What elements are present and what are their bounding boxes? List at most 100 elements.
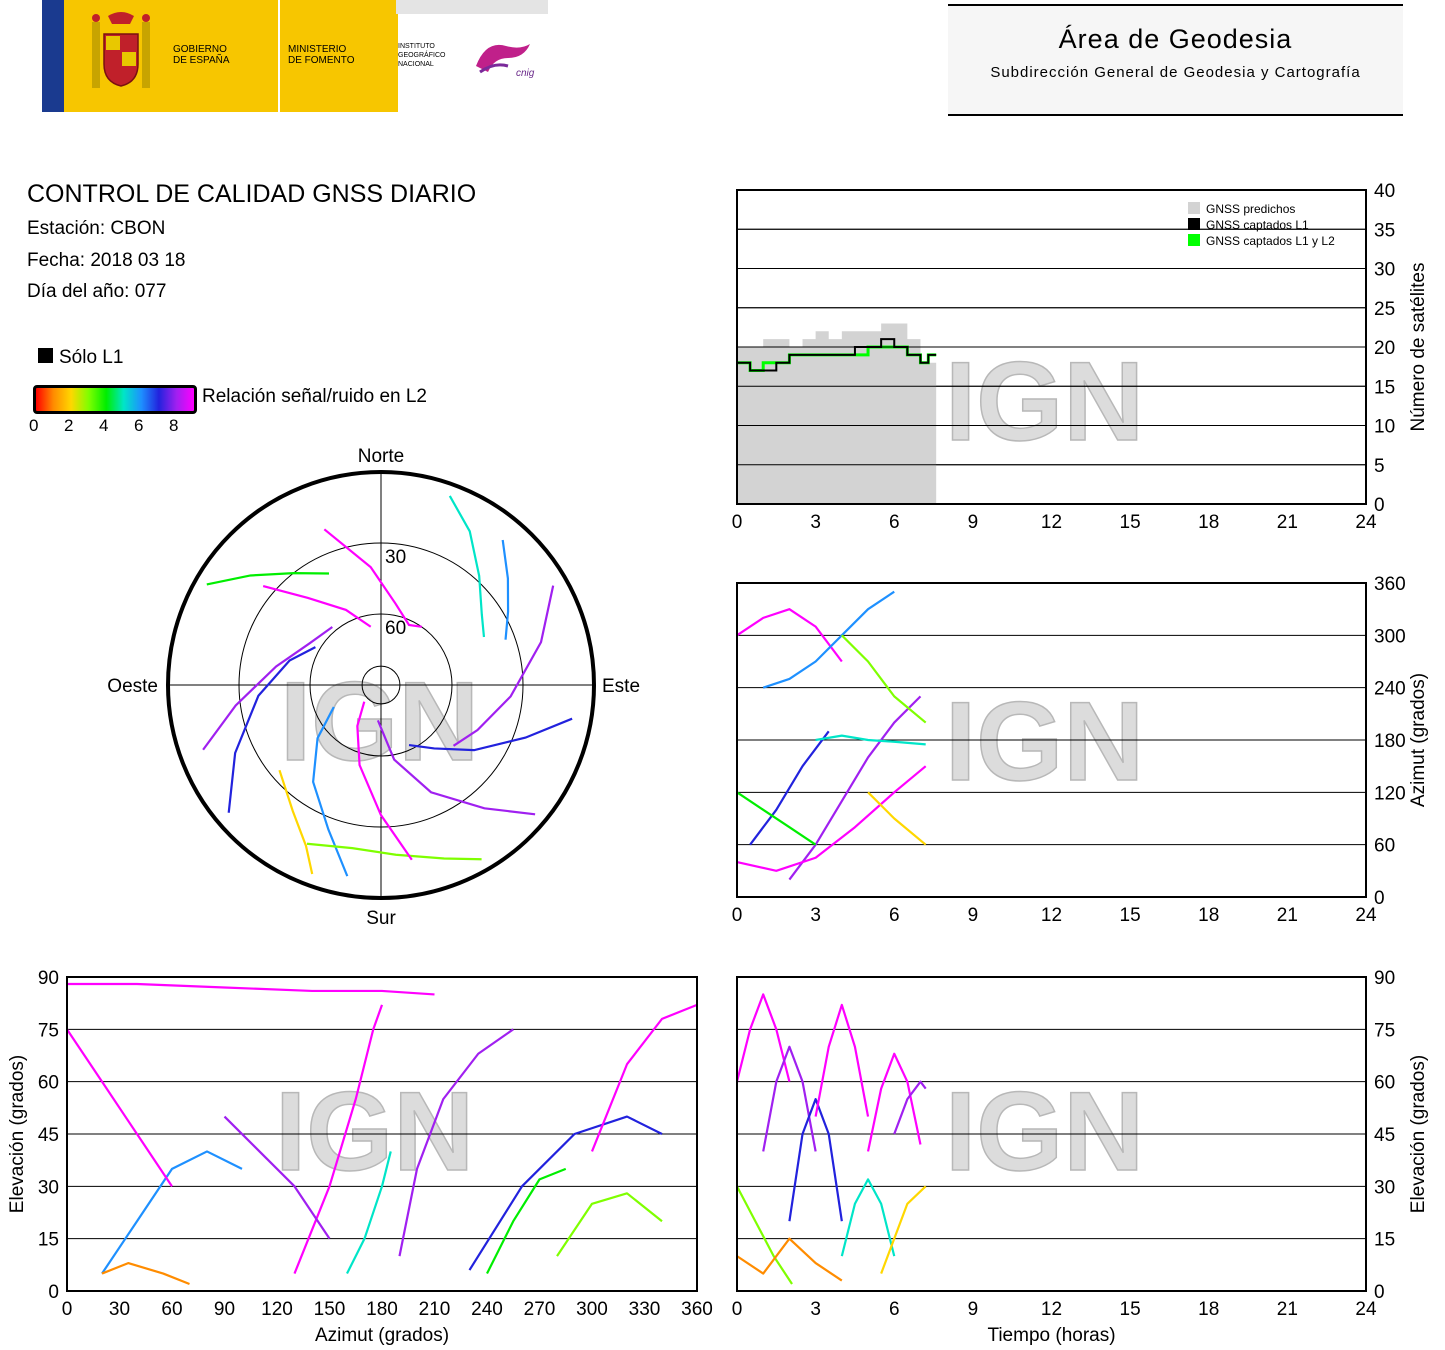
solo-l1-label: Sólo L1: [59, 347, 124, 368]
date-label: Fecha: 2018 03 18: [27, 250, 186, 271]
satellite-track: [736, 1185, 793, 1285]
y-tick-label: 40: [1374, 181, 1395, 202]
satellite-track: [841, 634, 927, 724]
satellite-track: [398, 1028, 514, 1257]
watermark-text: IGN: [945, 679, 1144, 804]
east-label: Este: [602, 676, 640, 697]
satellite-track: [736, 1237, 843, 1282]
y-tick-label: 120: [1374, 783, 1406, 804]
satellite-track: [486, 1167, 567, 1275]
satellite-track: [408, 717, 573, 752]
satellite-track: [312, 706, 349, 877]
plot-frame: [736, 189, 1367, 505]
y-tick-label: 60: [1374, 836, 1395, 857]
y-axis-label: Elevación (grados): [7, 1055, 28, 1213]
satellite-track: [293, 1004, 384, 1274]
x-tick-label: 15: [1120, 905, 1141, 926]
x-tick-label: 0: [732, 512, 743, 533]
elevation-ring: [361, 665, 401, 705]
y-tick-label: 25: [1374, 299, 1395, 320]
snr-tick: 2: [64, 416, 74, 435]
legend-swatch: [1188, 218, 1200, 230]
elevation-time-chart: IGN 0 15 30 45 60 75 90 0 3 6 9 12 15 18 21 24 Tiempo (ho…: [732, 968, 1429, 1346]
ign-top-band: [396, 0, 548, 14]
x-tick-label: 6: [889, 1299, 900, 1320]
satellite-track: [735, 993, 791, 1082]
satellite-track: [501, 539, 510, 640]
y-axis-label: Número de satélites: [1408, 263, 1429, 432]
y-tick-label: 75: [1374, 1020, 1395, 1041]
south-label: Sur: [366, 908, 396, 929]
x-tick-label: 12: [1041, 1299, 1062, 1320]
solo-l1-swatch: [38, 348, 53, 363]
header-logos: GOBIERNO DE ESPAÑA MINISTERIO DE FOMENTO…: [42, 0, 548, 112]
x-tick-label: 0: [732, 1299, 743, 1320]
x-tick-label: 30: [109, 1299, 130, 1320]
y-axis-label: Azimut (grados): [1408, 673, 1429, 807]
y-tick-label: 60: [38, 1073, 59, 1094]
y-tick-label: 30: [1374, 1177, 1395, 1198]
satellite-track: [468, 1115, 663, 1271]
x-tick-label: 3: [810, 512, 821, 533]
satellite-track: [749, 730, 830, 846]
satellite-track: [101, 1150, 243, 1275]
y-tick-label: 60: [1374, 1073, 1395, 1094]
satellite-track: [788, 695, 922, 881]
satellite-track: [814, 1003, 870, 1117]
x-tick-label: 9: [968, 905, 979, 926]
x-tick-label: 60: [161, 1299, 182, 1320]
y-axis-label: Elevación (grados): [1408, 1055, 1429, 1213]
x-tick-label: 12: [1041, 512, 1062, 533]
legend-label: GNSS captados L1: [1206, 218, 1309, 232]
ign-text: INSTITUTO GEOGRÁFICO NACIONAL: [398, 43, 446, 68]
ring-60-label: 60: [385, 618, 406, 639]
x-tick-label: 3: [810, 905, 821, 926]
y-tick-label: 10: [1374, 417, 1395, 438]
y-tick-label: 45: [38, 1125, 59, 1146]
x-tick-label: 180: [366, 1299, 398, 1320]
x-tick-label: 9: [968, 1299, 979, 1320]
satellite-track: [66, 1028, 173, 1187]
area-title: Área de Geodesia: [1058, 24, 1293, 54]
satellite-track: [893, 1080, 927, 1135]
plot-frame: [736, 582, 1367, 898]
y-tick-label: 15: [1374, 1230, 1395, 1251]
gobierno-text: GOBIERNO DE ESPAÑA: [173, 44, 230, 66]
ring-30-label: 30: [385, 547, 406, 568]
satellite-track: [278, 769, 314, 875]
satellite-track: [590, 1003, 698, 1152]
legend-swatch: [1188, 234, 1200, 246]
satellite-track: [840, 1178, 896, 1257]
y-tick-label: 0: [1374, 888, 1385, 909]
x-tick-label: 150: [314, 1299, 346, 1320]
satellite-track: [452, 585, 555, 747]
snr-colorbar-label: Relación señal/ruido en L2: [202, 386, 427, 407]
x-tick-label: 18: [1198, 905, 1219, 926]
legend-label: GNSS predichos: [1206, 202, 1295, 216]
satellite-track: [346, 1151, 392, 1275]
x-tick-label: 240: [471, 1299, 503, 1320]
satellite-track: [223, 1115, 331, 1240]
x-tick-label: 21: [1277, 512, 1298, 533]
x-tick-label: 210: [419, 1299, 451, 1320]
satellite-track: [866, 1052, 922, 1152]
x-tick-label: 3: [810, 1299, 821, 1320]
y-tick-label: 30: [38, 1177, 59, 1198]
y-tick-label: 15: [38, 1230, 59, 1251]
y-tick-label: 5: [1374, 456, 1385, 477]
y-tick-label: 15: [1374, 377, 1395, 398]
x-tick-label: 15: [1120, 1299, 1141, 1320]
satellite-track: [202, 626, 333, 751]
watermark-text: IGN: [945, 1069, 1144, 1194]
satellite-track: [306, 842, 482, 861]
gobierno-band: [64, 0, 296, 112]
cnig-logo-icon: cnig: [476, 44, 535, 79]
x-tick-label: 24: [1355, 512, 1377, 533]
plot-frame: [66, 976, 698, 1292]
y-tick-label: 180: [1374, 731, 1406, 752]
y-tick-label: 30: [1374, 260, 1395, 281]
l1-series: [737, 338, 937, 372]
x-tick-label: 300: [576, 1299, 608, 1320]
azimuth-time-chart: IGN 0 60 120 180 240 300 360 0 3 6 9 12 15 18 21 24 Azimu…: [732, 574, 1429, 926]
